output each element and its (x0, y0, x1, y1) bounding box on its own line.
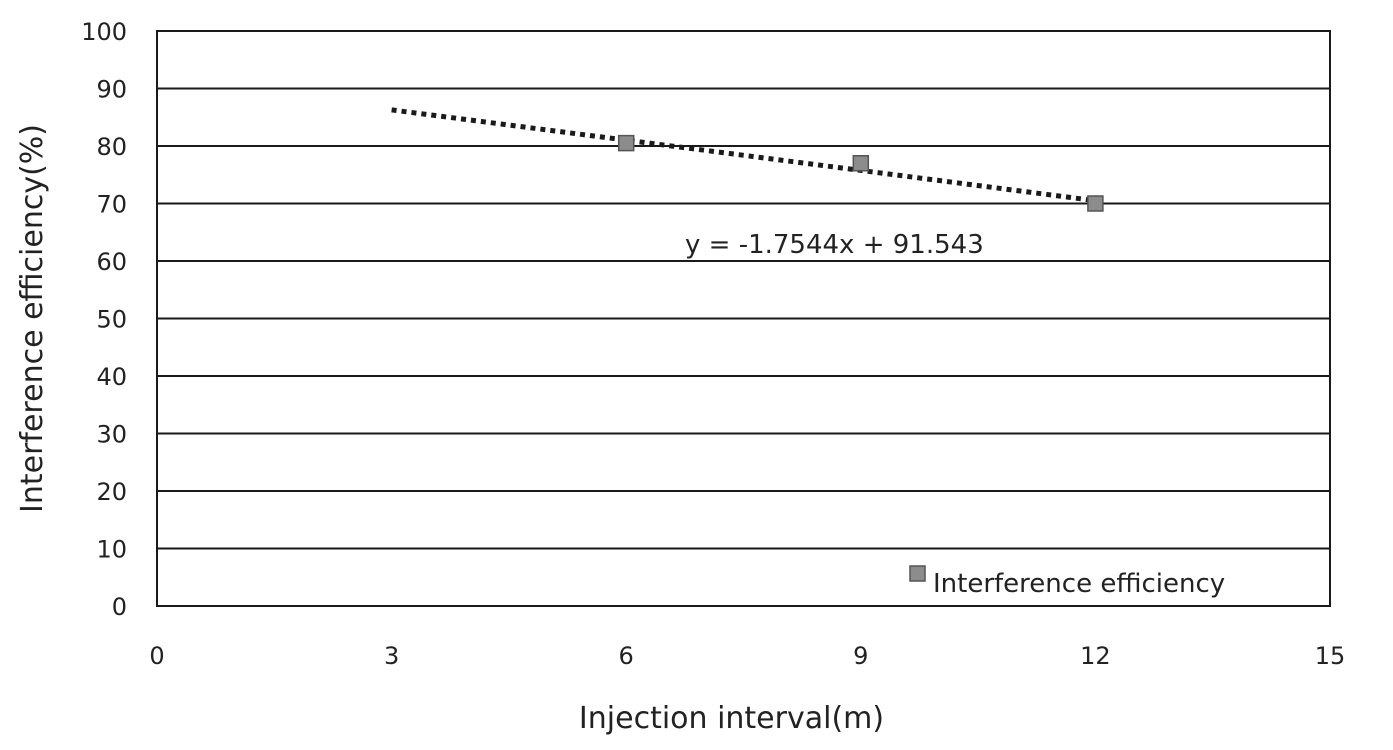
data-points (617, 134, 1104, 212)
y-tick-label: 0 (112, 593, 127, 621)
x-tick-label: 15 (1315, 642, 1346, 670)
data-point (1087, 195, 1104, 212)
y-tick-label: 10 (96, 536, 127, 564)
data-point (617, 134, 635, 152)
grid-lines (157, 87, 1330, 550)
x-tick-label: 9 (853, 642, 868, 670)
x-axis-title: Injection interval(m) (579, 701, 884, 736)
x-tick-label: 12 (1080, 642, 1111, 670)
trendline-group (391, 107, 1096, 204)
y-tick-label: 60 (96, 248, 127, 276)
y-tick-label: 50 (96, 306, 127, 334)
x-axis-ticks: 0 3 6 9 12 15 (149, 642, 1345, 670)
y-tick-label: 80 (96, 133, 127, 161)
legend-marker (909, 565, 926, 582)
y-axis-ticks: 0 10 20 30 40 50 60 70 80 90 100 (81, 18, 127, 621)
trendline (391, 107, 1096, 204)
y-axis-title: Interference efficiency(%) (15, 124, 50, 513)
data-point (852, 155, 870, 172)
y-tick-label: 30 (96, 421, 127, 449)
x-tick-label: 3 (384, 642, 399, 670)
legend-label: Interference efficiency (933, 569, 1225, 599)
legend: Interference efficiency (909, 565, 1225, 599)
x-tick-label: 0 (149, 642, 164, 670)
y-tick-label: 90 (96, 76, 127, 104)
y-tick-label: 40 (96, 363, 127, 391)
y-tick-label: 20 (96, 478, 127, 506)
plot-area (156, 30, 1331, 607)
y-tick-label: 70 (96, 191, 127, 219)
trendline-equation: y = -1.7544x + 91.543 (685, 230, 984, 260)
y-tick-label: 100 (81, 18, 127, 46)
x-tick-label: 6 (619, 642, 634, 670)
